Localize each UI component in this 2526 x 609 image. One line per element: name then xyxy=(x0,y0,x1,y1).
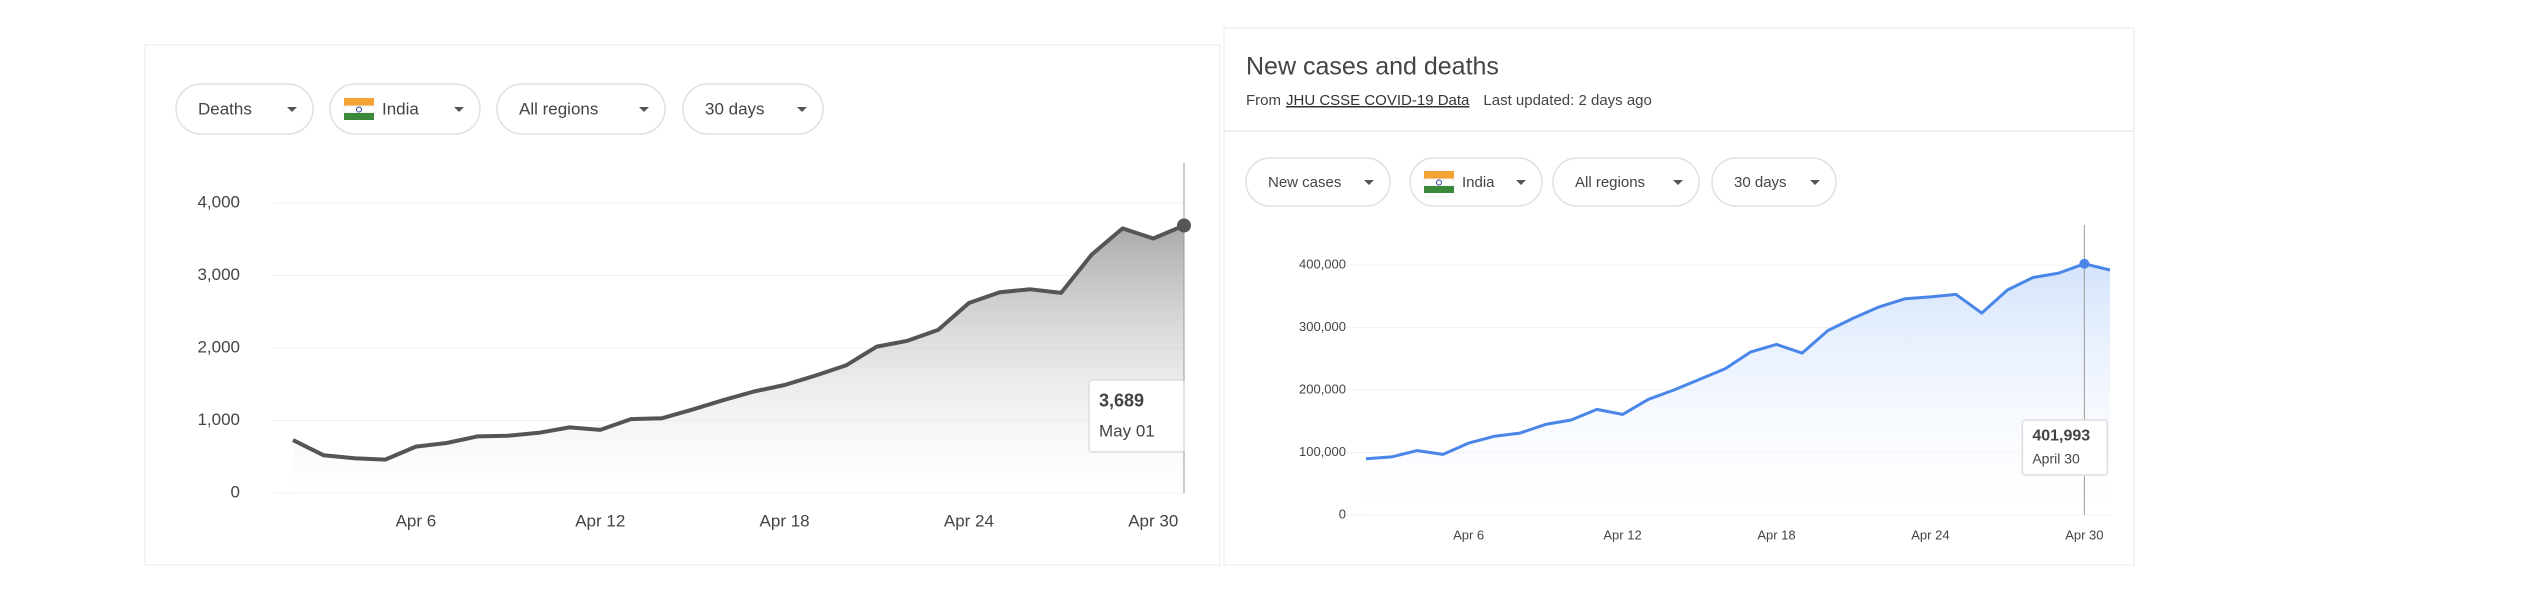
x-tick-label: Apr 18 xyxy=(1757,527,1795,542)
tooltip-value: 401,993 xyxy=(2032,428,2090,445)
x-tick-label: Apr 18 xyxy=(760,511,810,530)
x-tick-label: Apr 24 xyxy=(1911,527,1949,542)
dropdown-label: New cases xyxy=(1268,174,1341,191)
dropdown[interactable]: New cases xyxy=(1245,157,1391,207)
y-tick-label: 3,000 xyxy=(197,265,240,284)
tooltip-date: April 30 xyxy=(2032,450,2080,466)
source-prefix: From xyxy=(1246,92,1281,109)
dropdown-arrow xyxy=(1364,180,1374,185)
x-tick-label: Apr 6 xyxy=(1453,527,1484,542)
dropdown-arrow xyxy=(454,107,464,112)
x-tick-label: Apr 30 xyxy=(1128,511,1178,530)
dropdown-arrow xyxy=(287,107,297,112)
dropdown-arrow xyxy=(1673,180,1683,185)
card-title: New cases and deaths xyxy=(1246,53,1499,81)
dropdown[interactable]: India xyxy=(329,83,481,135)
dropdown-arrow xyxy=(639,107,649,112)
x-tick-label: Apr 6 xyxy=(396,511,437,530)
y-tick-label: 2,000 xyxy=(197,337,240,356)
dropdown-arrow xyxy=(797,107,807,112)
dropdown[interactable]: 30 days xyxy=(1711,157,1837,207)
dropdown-box xyxy=(329,83,481,135)
dropdown[interactable]: Deaths xyxy=(175,83,314,135)
dropdown[interactable]: All regions xyxy=(1552,157,1700,207)
dropdown-label: 30 days xyxy=(1734,174,1787,191)
y-tick-label: 0 xyxy=(1339,506,1346,521)
dropdown-box xyxy=(1245,157,1391,207)
flag-saffron xyxy=(1424,171,1454,179)
dropdown-box xyxy=(1711,157,1837,207)
tooltip-box xyxy=(2021,419,2109,476)
last-updated: Last updated: 2 days ago xyxy=(1483,92,1651,109)
dropdown-arrow xyxy=(1810,180,1820,185)
y-tick-label: 200,000 xyxy=(1299,381,1346,396)
flag-chakra xyxy=(1436,179,1442,186)
dropdown-label: All regions xyxy=(1575,174,1645,191)
flag-chakra xyxy=(356,106,362,113)
dropdown-label: Deaths xyxy=(198,99,252,118)
flag-green xyxy=(344,113,374,120)
area-fill xyxy=(293,225,1184,493)
flag-saffron xyxy=(344,98,374,106)
line xyxy=(292,223,1185,462)
dropdown-box xyxy=(682,83,824,135)
tooltip-date: May 01 xyxy=(1099,421,1155,440)
hover-dot xyxy=(1177,218,1191,233)
dropdown-label: India xyxy=(382,99,419,118)
y-tick-label: 100,000 xyxy=(1299,444,1346,459)
flag-green xyxy=(1424,186,1454,193)
x-tick-label: Apr 12 xyxy=(575,511,625,530)
dropdown-box xyxy=(496,83,666,135)
x-tick-label: Apr 12 xyxy=(1603,527,1641,542)
y-tick-label: 300,000 xyxy=(1299,319,1346,334)
y-tick-label: 1,000 xyxy=(197,410,240,429)
dropdown[interactable]: 30 days xyxy=(682,83,824,135)
dropdown[interactable]: All regions xyxy=(496,83,666,135)
dropdown[interactable]: India xyxy=(1409,157,1543,207)
source-line: From JHU CSSE COVID-19 Data Last updated: … xyxy=(1246,92,1652,109)
y-tick-label: 0 xyxy=(231,482,240,501)
dropdown-box xyxy=(1409,157,1543,207)
dropdown-arrow xyxy=(1516,180,1526,185)
source-link[interactable]: JHU CSSE COVID-19 Data xyxy=(1286,92,1470,109)
dropdown-label: India xyxy=(1462,174,1495,191)
tooltip-box xyxy=(1088,379,1185,453)
dropdown-box xyxy=(1552,157,1700,207)
hover-dot xyxy=(2079,258,2090,269)
y-tick-label: 4,000 xyxy=(197,192,240,211)
tooltip-value: 3,689 xyxy=(1099,390,1144,410)
x-tick-label: Apr 30 xyxy=(2065,527,2103,542)
y-tick-label: 400,000 xyxy=(1299,256,1346,271)
x-tick-label: Apr 24 xyxy=(944,511,994,530)
area-fill xyxy=(1366,263,2110,515)
line xyxy=(1365,262,2111,461)
dropdown-label: All regions xyxy=(519,99,598,118)
dropdown-box xyxy=(175,83,314,135)
dropdown-label: 30 days xyxy=(705,99,765,118)
